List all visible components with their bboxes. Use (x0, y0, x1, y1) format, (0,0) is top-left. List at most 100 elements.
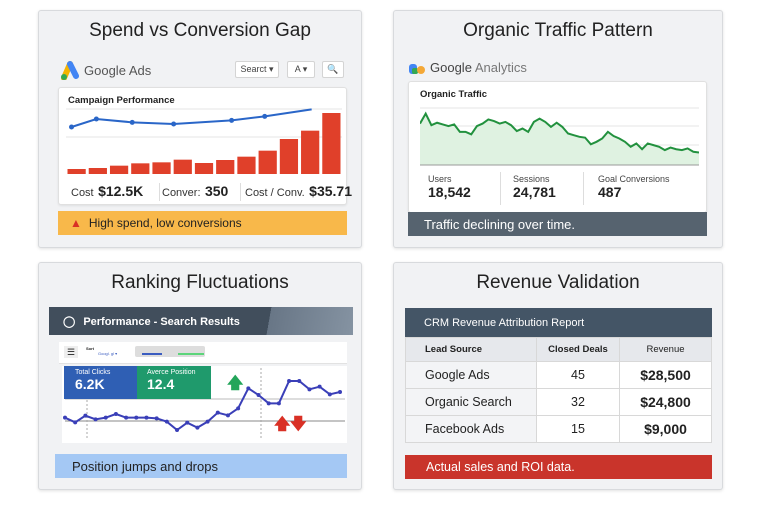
arrow-up-red-icon: 🡅 (274, 416, 291, 433)
property-dropdown[interactable]: Googl. gl ▾ (98, 351, 118, 356)
revenue-card-title: Revenue Validation (476, 272, 640, 293)
google-analytics-brand: Google Analytics (430, 60, 527, 75)
cell-source: Facebook Ads (405, 415, 537, 443)
bar (88, 168, 107, 174)
stat-value: 487 (598, 184, 622, 200)
position-point (103, 415, 108, 420)
total-clicks-tile: Total Clicks 6.2K (64, 366, 137, 399)
traffic-panel-title: Organic Traffic (420, 89, 488, 100)
position-point (246, 386, 251, 391)
position-point (113, 412, 118, 416)
bar (301, 130, 320, 174)
ranking-footer-banner: Position jumps and drops (55, 454, 347, 478)
position-point (287, 379, 292, 383)
position-point (154, 416, 159, 421)
position-point (205, 419, 210, 424)
table-row: Google Ads 45 $28,500 (405, 361, 712, 389)
line-point (171, 121, 177, 127)
bar (67, 169, 86, 174)
bar (194, 163, 214, 174)
arrow-down-red-icon: 🡇 (290, 416, 307, 433)
warning-icon: ▲ (70, 216, 82, 230)
stat-label: Sessions (513, 174, 550, 184)
metric-value: $12.5K (98, 183, 144, 199)
cell-source: Google Ads (405, 361, 537, 389)
google-ads-logo-icon (59, 60, 81, 81)
chat-bubble-icon: ◯ (63, 316, 76, 328)
metric-label: Cost (71, 187, 94, 199)
position-point (236, 406, 241, 411)
stat-sessions: Sessions 24,781 (500, 172, 556, 205)
bar (109, 165, 129, 174)
cell-revenue: $28,500 (619, 361, 712, 389)
metric-cost: Cost $12.5K (71, 183, 143, 201)
conversion-line (71, 108, 312, 128)
position-point (124, 415, 129, 420)
search-dropdown[interactable]: Searct ▾ (235, 61, 279, 78)
tile-label: Total Clicks (75, 369, 111, 376)
search-console-header: ◯ Performance - Search Results (49, 307, 353, 335)
position-point (185, 420, 190, 425)
stat-value: 18,542 (428, 184, 471, 200)
google-ads-brand: Google Ads (84, 63, 152, 78)
bar (237, 156, 256, 174)
position-point (256, 393, 261, 397)
arrow-up-green-icon: 🡅 (227, 375, 244, 392)
line-point (262, 113, 268, 119)
position-line (64, 380, 341, 432)
metric-conversions: Conver: 350 (159, 183, 228, 201)
position-point (338, 390, 342, 394)
traffic-card-title: Organic Traffic Pattern (463, 20, 653, 41)
tile-value: 12.4 (147, 376, 175, 392)
stat-label: Goal Conversions (598, 174, 670, 184)
cell-revenue: $24,800 (619, 388, 712, 416)
position-point (215, 410, 220, 415)
tile-value: 6.2K (75, 376, 105, 392)
position-point (73, 420, 78, 425)
position-point (327, 392, 332, 397)
ranking-card-title: Ranking Fluctuations (111, 272, 289, 293)
position-point (83, 413, 88, 418)
alert-banner: ▲ High spend, low conversions (58, 211, 347, 235)
search-button[interactable]: 🔍 (322, 61, 344, 78)
line-point (129, 119, 135, 125)
position-point (317, 384, 322, 389)
revenue-table: Lead Source Closed Deals Revenue Google … (405, 337, 712, 443)
traffic-footer-banner: Traffic declining over time. (408, 212, 707, 236)
bar (279, 139, 299, 174)
traffic-area (420, 113, 699, 165)
table-row: Organic Search 32 $24,800 (405, 388, 712, 416)
metric-value: 350 (204, 183, 229, 199)
date-range-bar[interactable] (135, 346, 205, 357)
bar (173, 159, 192, 174)
google-analytics-logo-icon (409, 61, 425, 74)
metric-value: $35.71 (309, 183, 352, 199)
average-position-tile: Averce Position 12.4 (137, 366, 211, 399)
position-point (266, 401, 271, 406)
cell-deals: 32 (536, 388, 620, 416)
tile-label: Averce Position (147, 369, 196, 376)
font-dropdown[interactable]: A ▾ (287, 61, 315, 78)
brand-google: Google (430, 60, 472, 75)
stat-label: Users (428, 174, 452, 184)
column-header: Closed Deals (536, 337, 620, 362)
metric-label: Conver: (162, 187, 201, 199)
bar (216, 160, 235, 174)
position-point (63, 415, 67, 420)
metric-cost-per-conv: Cost / Conv. $35.71 (240, 183, 352, 201)
position-point (164, 419, 169, 424)
crm-footer-banner: Actual sales and ROI data. (405, 455, 712, 479)
cell-source: Organic Search (405, 388, 537, 416)
cell-revenue: $9,000 (619, 415, 712, 443)
position-point (276, 401, 281, 406)
position-point (144, 415, 149, 420)
crm-header: CRM Revenue Attribution Report (405, 308, 712, 337)
column-header: Revenue (619, 337, 712, 362)
bar (322, 113, 341, 174)
menu-icon[interactable]: ☰ (64, 346, 78, 358)
metric-label: Cost / Conv. (245, 187, 305, 199)
position-point (93, 417, 98, 422)
position-point (195, 425, 200, 430)
ranking-chart (63, 368, 345, 440)
line-point (229, 117, 235, 123)
